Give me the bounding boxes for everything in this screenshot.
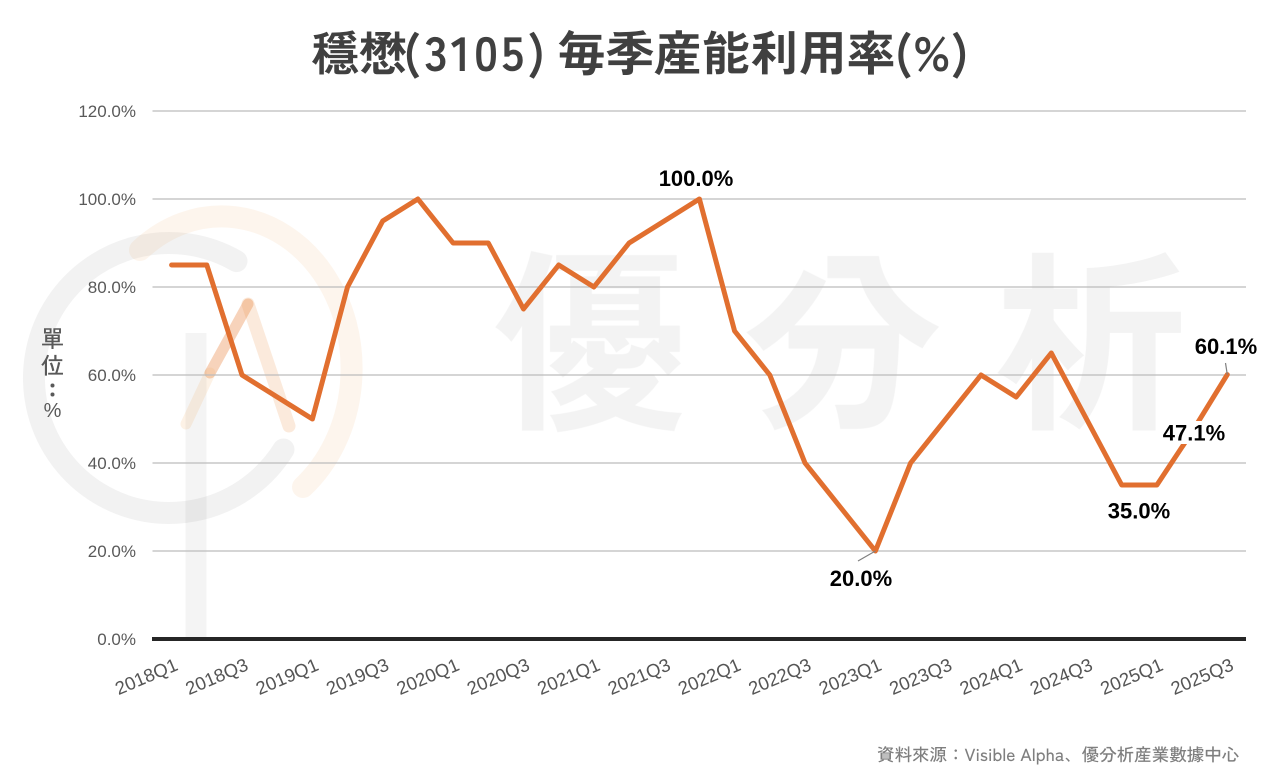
svg-text:60.0%: 60.0% [88,366,136,385]
svg-text:80.0%: 80.0% [88,278,136,297]
svg-text:120.0%: 120.0% [78,102,136,121]
svg-text:20.0%: 20.0% [88,542,136,561]
svg-text:20.0%: 20.0% [830,566,892,591]
svg-text:%: % [44,400,62,422]
svg-text:35.0%: 35.0% [1108,498,1170,523]
svg-text:60.1%: 60.1% [1195,334,1257,359]
svg-text:100.0%: 100.0% [659,166,734,191]
svg-text:0.0%: 0.0% [97,630,136,649]
svg-text:100.0%: 100.0% [78,190,136,209]
svg-text:47.1%: 47.1% [1163,420,1225,445]
svg-text:40.0%: 40.0% [88,454,136,473]
